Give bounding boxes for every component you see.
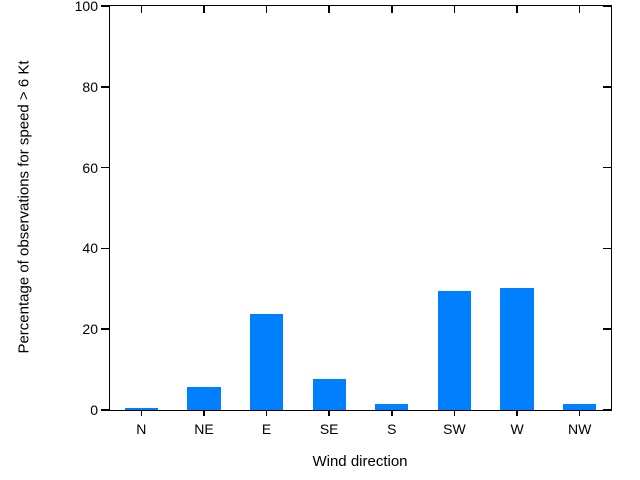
x-tick-top-S	[391, 6, 393, 13]
x-tick-W	[516, 411, 518, 416]
x-tick-top-N	[140, 6, 143, 13]
y-axis-title: Percentage of observations for speed > 6…	[15, 60, 33, 354]
x-tick-top-NW	[578, 6, 581, 13]
bar-S	[375, 403, 409, 410]
y-tick-60	[101, 166, 109, 169]
plot-area: 0 20 40 60 80 100 N NE E SE S SW W NW	[75, 0, 612, 437]
bar-NW	[563, 403, 597, 410]
x-tick-SW	[453, 411, 456, 416]
y-tick-0	[101, 409, 109, 411]
bar-SE	[312, 378, 346, 410]
y-tick-label-100: 100	[74, 0, 98, 14]
x-tick-NW	[578, 411, 581, 416]
x-tick-E	[265, 411, 268, 416]
y-tick-label-80: 80	[82, 78, 98, 95]
x-tick-top-E	[265, 6, 268, 13]
y-tick-40	[101, 247, 109, 250]
y-tick-100	[101, 5, 109, 7]
x-axis-title: Wind direction	[312, 453, 408, 470]
x-tick-label-N: N	[136, 421, 147, 437]
y-tick-right-40	[603, 247, 611, 250]
x-tick-top-SW	[453, 6, 456, 13]
y-tick-label-20: 20	[82, 321, 98, 338]
x-tick-N	[140, 411, 143, 416]
y-tick-20	[101, 328, 109, 330]
y-tick-label-40: 40	[82, 240, 98, 257]
x-tick-SE	[328, 411, 330, 416]
x-tick-label-SW: SW	[443, 421, 466, 437]
y-tick-right-0	[603, 409, 611, 411]
x-tick-label-S: S	[387, 421, 397, 437]
y-tick-label-60: 60	[82, 159, 98, 176]
x-tick-top-SE	[328, 6, 330, 13]
bar-SW	[437, 291, 472, 410]
y-tick-right-100	[603, 5, 611, 7]
x-tick-label-NE: NE	[194, 421, 214, 437]
bar-W	[500, 288, 534, 410]
bar-N	[124, 408, 158, 410]
x-tick-label-NW: NW	[568, 421, 592, 437]
x-tick-top-W	[516, 6, 518, 13]
y-tick-right-60	[603, 166, 611, 169]
x-tick-label-E: E	[261, 421, 272, 437]
y-tick-right-20	[603, 328, 611, 330]
x-tick-label-SE: SE	[319, 421, 339, 437]
x-tick-top-NE	[203, 6, 205, 13]
x-tick-label-W: W	[510, 421, 524, 437]
x-tick-S	[391, 411, 393, 416]
y-tick-label-0: 0	[90, 402, 98, 418]
bar-E	[249, 313, 284, 410]
y-tick-80	[101, 86, 109, 88]
y-tick-right-80	[603, 86, 611, 88]
x-tick-NE	[203, 411, 205, 416]
bar-NE	[187, 386, 221, 410]
